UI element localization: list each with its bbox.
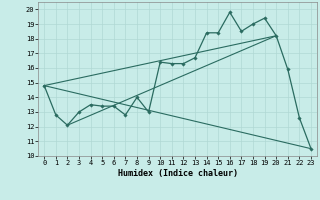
X-axis label: Humidex (Indice chaleur): Humidex (Indice chaleur): [118, 169, 238, 178]
